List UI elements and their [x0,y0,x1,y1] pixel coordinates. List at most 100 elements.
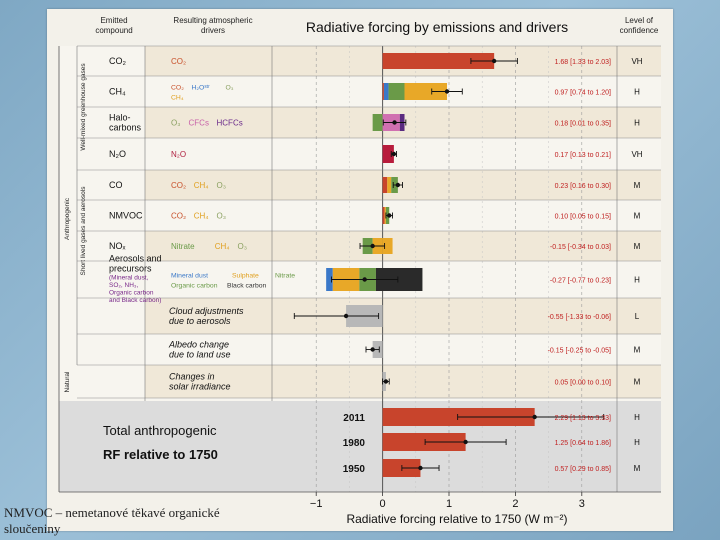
row-driver-label: CO₂ [171,181,186,190]
row-value-label: 0.05 [0.00 to 0.10] [555,380,611,387]
row-value-label: -0.55 [-1.33 to -0.06] [548,314,611,321]
row-compound-label: Halo- [109,113,131,123]
row-compound-label: solar irradiance [169,382,231,392]
header-emitted-line2: compound [95,26,132,35]
row-driver-label: CO₂ [171,85,184,92]
row-driver-label: CH₄ [194,212,209,221]
row-compound-label: Changes in [169,372,215,382]
totals-year-label: 1950 [343,464,366,475]
data-point [343,313,349,319]
chart-title: Radiative forcing by emissions and drive… [306,19,568,35]
row-driver-label: CFCs [189,119,209,128]
row-confidence: L [635,312,640,321]
row-driver-label: CO₂ [171,212,186,221]
totals-confidence: H [634,438,640,447]
row-driver-label: Mineral dust [171,273,208,280]
header-confidence-line1: Level of [625,16,654,25]
row-driver-label: Sulphate [232,273,259,280]
x-tick-label: 3 [579,498,585,510]
radiative-forcing-figure: Emitted compound Resulting atmospheric driv… [47,9,673,531]
row-compound-label: precursors [109,264,152,274]
bar-segment [383,83,389,100]
group-label-short-lived: Short lived gases and aerosols [80,186,87,276]
row-driver-label: O₃ [217,181,226,190]
header-resulting-line1: Resulting atmospheric [173,16,252,25]
bar-segment [384,207,386,224]
totals-background [59,401,661,492]
totals-bar [382,433,466,451]
row-driver-label: CH₄ [171,95,184,102]
row-compound-sublabel: (Mineral dust, [109,275,149,282]
row-compound-label: N₂O [109,149,126,159]
bar-segment [388,83,405,100]
totals-data-point [463,439,468,445]
bar-segment [372,114,383,131]
data-point [383,379,389,384]
row-compound-label: Aerosols and [109,254,162,264]
row-value-label: -0.15 [-0.25 to -0.05] [548,348,611,355]
row-driver-label: Nitrate [171,242,195,251]
data-point [391,151,397,157]
row-compound-label: NMVOC [109,211,143,221]
row-driver-label: O₃ [217,212,226,221]
row-driver-label: Black carbon [227,283,267,290]
bar-segment [382,177,388,193]
bar-segment [326,268,333,291]
row-compound-label: carbons [109,123,142,133]
row-compound-label: due to land use [169,350,231,360]
row-driver-label: CO₂ [171,57,186,66]
totals-confidence: M [634,464,641,473]
row-compound-label: CO₂ [109,56,127,66]
row-value-label: -0.15 [-0.34 to 0.03] [550,244,611,251]
totals-data-point [418,465,423,471]
totals-value-label: 2.29 [1.13 to 3.33] [555,415,611,422]
group-label-anthropogenic: Anthropogenic [64,197,71,240]
row-compound-label: CO [109,180,123,190]
row-value-label: 1.68 [1.33 to 2.03] [555,59,611,66]
row-compound-label: CH₄ [109,87,126,97]
totals-value-label: 0.57 [0.29 to 0.85] [555,466,611,473]
row-value-label: 0.10 [0.05 to 0.15] [555,214,611,221]
bar-segment [404,83,448,100]
data-point [370,243,375,249]
totals-year-label: 2011 [343,413,365,424]
row-confidence: H [634,119,640,128]
row-driver-label: O₃ [171,119,180,128]
row-driver-label: O₃ [238,242,247,251]
row-confidence: M [634,181,641,190]
data-point [387,213,392,218]
bar-segment [382,145,394,163]
x-tick-label: 1 [446,498,452,510]
group-label-wmghg: Well-mixed greenhouse gases [80,63,87,151]
row-confidence: M [634,378,641,387]
bar-segment [382,238,393,254]
bar-segment [382,53,495,69]
row-driver-label: H₂Oˢᵗʳ [192,85,211,92]
x-tick-label: 2 [512,498,518,510]
data-point [392,120,397,125]
row-compound-label: Cloud adjustments [169,306,244,316]
row-driver-label: CH₄ [215,242,230,251]
x-axis-label: Radiative forcing relative to 1750 (W m⁻… [346,512,567,526]
row-confidence: M [634,242,641,251]
row-band [145,231,661,261]
header-confidence-line2: confidence [620,26,659,35]
row-compound-sublabel: Organic carbon [109,290,154,297]
totals-value-label: 1.25 [0.64 to 1.86] [555,440,611,447]
data-point [491,58,497,64]
row-driver-label: HCFCs [217,119,243,128]
row-compound-sublabel: SO₂, NH₃, [109,282,139,289]
data-point [444,89,450,94]
row-value-label: 0.23 [0.16 to 0.30] [555,183,611,190]
row-value-label: 0.17 [0.13 to 0.21] [555,152,611,159]
row-confidence: H [634,276,640,285]
row-confidence: H [634,88,640,97]
bar-segment [387,177,392,193]
totals-confidence: H [634,413,640,422]
row-band [145,170,661,200]
row-driver-label: Nitrate [275,273,295,280]
row-compound-label: NOₓ [109,241,126,251]
totals-title-line1: Total anthropogenic [103,423,217,438]
row-compound-sublabel: and Black carbon) [109,297,161,304]
